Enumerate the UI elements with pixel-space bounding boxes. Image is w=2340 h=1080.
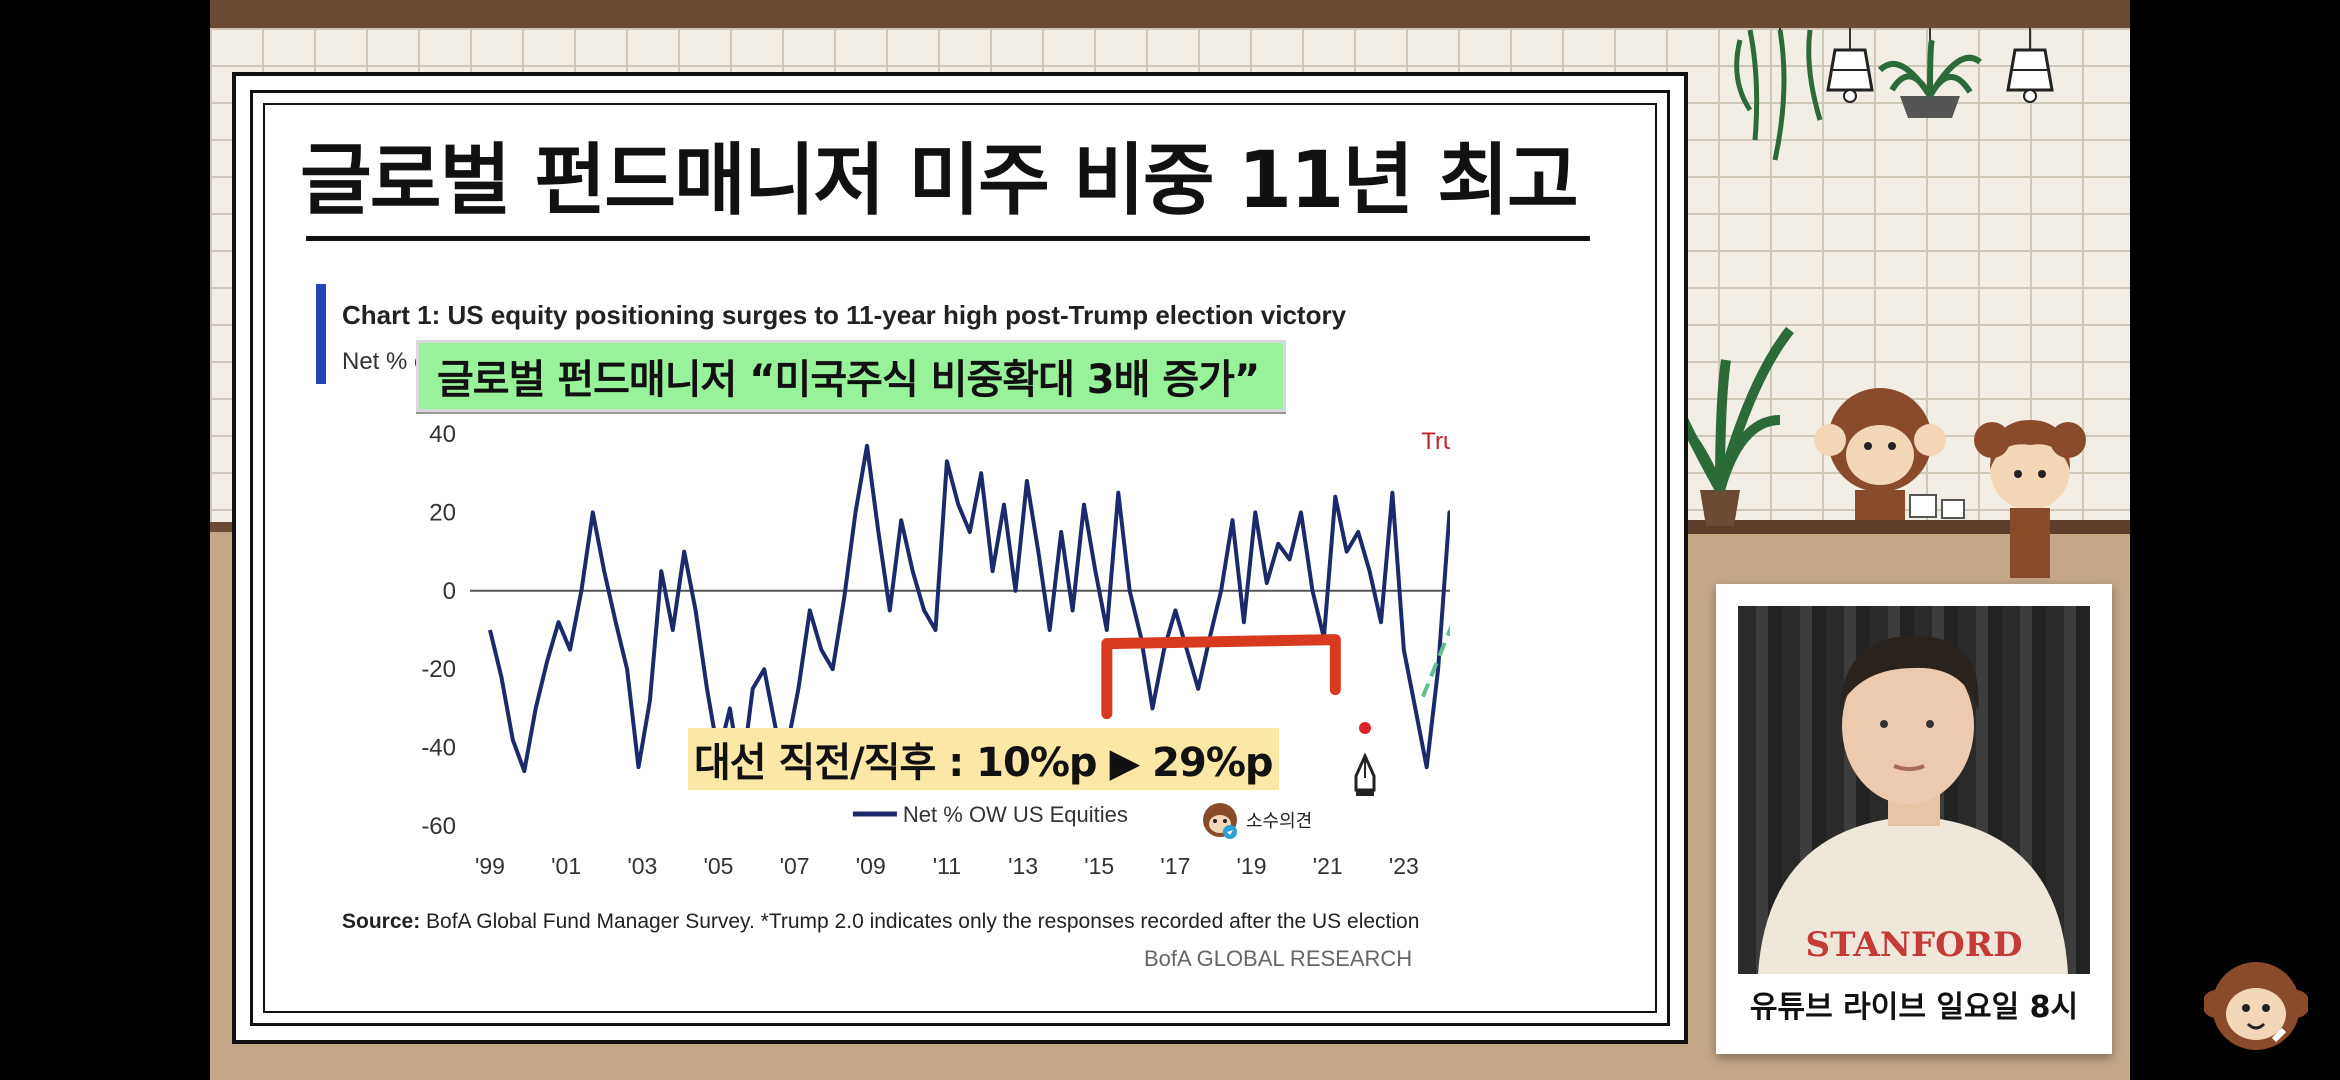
trump-callout: Trump 2.0* bbox=[1421, 428, 1450, 455]
x-tick-label: '15 bbox=[1084, 853, 1114, 879]
line-chart: 40 20 0 -20 -40 -60 '99 '01 '03 '05 '07 '09 '11 '13 '1… bbox=[421, 421, 1450, 879]
webcam-video: STANFORD bbox=[1738, 606, 2090, 974]
brand-note: BofA GLOBAL RESEARCH bbox=[1144, 946, 1413, 971]
x-tick-label: '17 bbox=[1160, 853, 1190, 879]
webcam-card: STANFORD 유튜브 라이브 일요일 8시 bbox=[1716, 584, 2112, 1054]
y-tick-label: -20 bbox=[421, 656, 456, 683]
watermark: 소수의견 bbox=[1200, 800, 1312, 840]
presenter-figure: STANFORD bbox=[1758, 635, 2068, 974]
lamp-icon bbox=[2006, 28, 2054, 103]
y-tick-label: -40 bbox=[421, 735, 456, 762]
x-tick-label: '09 bbox=[856, 853, 886, 879]
y-tick-label: -60 bbox=[421, 813, 456, 840]
video-frame: 글로벌 펀드매니저 미주 비중 11년 최고 Chart 1: US equit… bbox=[210, 0, 2130, 1080]
series-line bbox=[488, 443, 1450, 781]
y-tick-label: 0 bbox=[443, 578, 456, 605]
x-tick-label: '99 bbox=[475, 853, 505, 879]
webcam-caption: 유튜브 라이브 일요일 8시 bbox=[1749, 990, 2079, 1025]
source-label: Source: bbox=[342, 910, 421, 933]
annotation-label: 대선 직전/직후 : 10%p ▶ 29%p bbox=[688, 728, 1279, 790]
room-decoration bbox=[1645, 28, 2086, 578]
lamp-icon bbox=[1826, 28, 1874, 103]
chart-accent-bar bbox=[316, 284, 326, 384]
x-tick-label: '03 bbox=[627, 853, 657, 879]
pen-icon bbox=[1354, 722, 1376, 796]
monkey-character-icon bbox=[1814, 388, 1946, 520]
frame-inner-border bbox=[263, 103, 1657, 1013]
overlay-banner: 글로벌 펀드매니저 “미국주식 비중확대 3배 증가” bbox=[416, 340, 1286, 412]
legend-label: Net % OW US Equities bbox=[903, 802, 1128, 827]
x-tick-label: '05 bbox=[703, 853, 733, 879]
title-underline bbox=[306, 236, 1590, 241]
chart-subtitle: Net % o bbox=[342, 348, 428, 375]
trend-arrow bbox=[1421, 624, 1450, 698]
top-border bbox=[210, 0, 2130, 28]
x-tick-label: '01 bbox=[551, 853, 581, 879]
y-tick-label: 40 bbox=[429, 421, 456, 448]
x-tick-label: '07 bbox=[780, 853, 810, 879]
coffee-cup-icon bbox=[1909, 494, 1965, 519]
x-tick-label: '13 bbox=[1008, 853, 1038, 879]
hanging-plant-icon bbox=[1877, 28, 1982, 118]
x-tick-label: '11 bbox=[933, 853, 961, 879]
source-text: BofA Global Fund Manager Survey. *Trump … bbox=[426, 910, 1420, 933]
channel-avatar-icon bbox=[2204, 962, 2308, 1050]
slide-title: 글로벌 펀드매니저 미주 비중 11년 최고 bbox=[300, 136, 1579, 226]
hanging-vine-icon bbox=[1734, 28, 1823, 161]
frame-border bbox=[250, 90, 1670, 1026]
watermark-text: 소수의견 bbox=[1246, 811, 1313, 832]
highlight-bracket bbox=[1101, 634, 1341, 720]
chart-title: Chart 1: US equity positioning surges to… bbox=[342, 300, 1347, 330]
source-note: Source: BofA Global Fund Manager Survey.… bbox=[342, 910, 1419, 934]
girl-character-icon bbox=[1974, 420, 2086, 578]
x-tick-label: '21 bbox=[1313, 853, 1343, 879]
x-tick-label: '23 bbox=[1389, 853, 1419, 879]
monkey-avatar-icon bbox=[1203, 803, 1237, 839]
overlay-banner-text: 글로벌 펀드매니저 “미국주식 비중확대 3배 증가” bbox=[437, 357, 1260, 403]
x-tick-label: '19 bbox=[1237, 853, 1267, 879]
shirt-text: STANFORD bbox=[1806, 925, 2023, 965]
y-tick-label: 20 bbox=[429, 499, 456, 526]
